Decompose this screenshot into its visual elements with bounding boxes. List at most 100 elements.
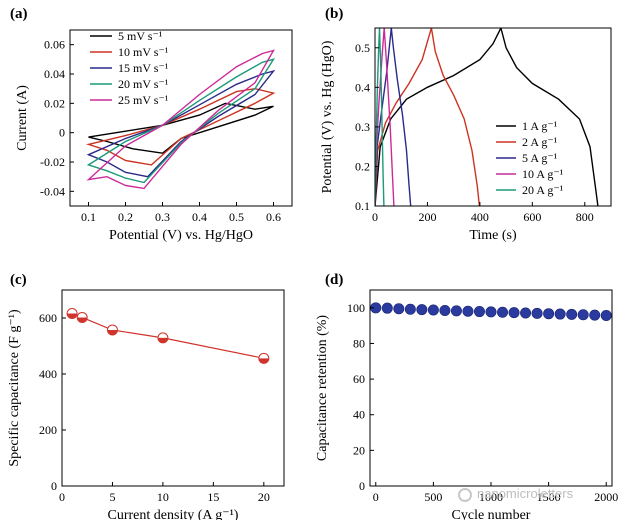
marker-fill <box>107 330 118 336</box>
x-tick-label: 10 <box>157 490 169 504</box>
x-tick-label: 0 <box>59 490 65 504</box>
plot-frame <box>69 29 293 207</box>
y-tick-label: 0.2 <box>355 159 370 173</box>
data-point <box>600 309 612 321</box>
plot-frame <box>369 289 613 487</box>
data-point <box>520 307 532 319</box>
y-tick-label: 0 <box>51 479 57 493</box>
x-tick-label: 20 <box>258 490 270 504</box>
data-point <box>473 306 485 318</box>
panel-tag: (b) <box>325 6 343 22</box>
panel-tag: (d) <box>325 272 343 288</box>
series-line <box>375 28 481 206</box>
y-tick-label: 0 <box>359 479 365 493</box>
data-point <box>393 303 405 315</box>
x-tick-label: 0.3 <box>155 210 170 224</box>
x-tick-label: 1000 <box>479 490 503 504</box>
data-point <box>497 306 509 318</box>
x-tick-label: 600 <box>523 210 541 224</box>
marker-fill <box>77 317 88 323</box>
data-point <box>66 308 78 320</box>
series-line <box>375 28 412 206</box>
y-axis-label: Capacitance retention (%) <box>315 315 330 461</box>
y-tick-label: 0.3 <box>355 120 370 134</box>
plot-area <box>370 302 612 321</box>
x-tick-label: 800 <box>576 210 594 224</box>
x-tick-label: 0.6 <box>266 210 281 224</box>
marker-fill <box>67 313 78 319</box>
data-point <box>577 309 589 321</box>
data-point <box>554 308 566 320</box>
x-axis-label: Potential (V) vs. Hg/HgO <box>109 228 253 243</box>
y-axis-label: Potential (V) vs. Hg (HgO) <box>320 40 335 193</box>
x-tick-label: 400 <box>471 210 489 224</box>
data-point <box>106 324 118 336</box>
legend: 5 mV s⁻¹ 10 mV s⁻¹ 15 mV s⁻¹ 20 mV s⁻¹ 25 mV… <box>90 29 169 107</box>
data-point <box>381 302 393 314</box>
x-tick-label: 200 <box>418 210 436 224</box>
plot-area <box>375 28 599 206</box>
plot-frame <box>374 27 612 207</box>
y-tick-label: 0.1 <box>355 199 370 213</box>
series-line <box>375 28 395 206</box>
y-axis-label: Specific capacitance (F g⁻¹) <box>7 309 22 467</box>
legend-label: 2 A g⁻¹ <box>522 135 558 149</box>
data-point <box>531 307 543 319</box>
y-tick-label: 600 <box>39 311 57 325</box>
y-tick-label: 0.02 <box>44 96 65 110</box>
legend-label: 5 A g⁻¹ <box>522 151 558 165</box>
data-point <box>450 305 462 317</box>
data-point <box>416 304 428 316</box>
y-tick-label: 0.06 <box>44 38 65 52</box>
legend-label: 15 mV s⁻¹ <box>118 61 169 75</box>
data-point <box>543 308 555 320</box>
legend-label: 10 mV s⁻¹ <box>118 45 169 59</box>
y-tick-label: 200 <box>39 423 57 437</box>
y-axis-label: Current (A) <box>15 85 30 151</box>
x-axis-label: Time (s) <box>469 228 517 243</box>
series-line <box>86 49 275 190</box>
x-tick-label: 0.1 <box>81 210 96 224</box>
x-tick-label: 500 <box>424 490 442 504</box>
x-tick-label: 5 <box>109 490 115 504</box>
data-point <box>462 305 474 317</box>
x-tick-label: 0 <box>372 210 378 224</box>
y-tick-label: 60 <box>353 372 365 386</box>
legend: 1 A g⁻¹ 2 A g⁻¹ 5 A g⁻¹ 10 A g⁻¹ 20 A g⁻¹ <box>496 119 564 197</box>
chart-panel-a: (a) 0.1 0.2 0.3 0.4 0.5 0.6 -0.04 -0.02 0 0.02 0.04… <box>10 6 293 243</box>
marker-fill <box>157 337 168 343</box>
x-tick-label: 1500 <box>537 490 561 504</box>
series-line <box>86 58 276 184</box>
series-line <box>88 102 274 154</box>
y-tick-label: 80 <box>353 336 365 350</box>
data-point <box>404 303 416 315</box>
data-point <box>589 309 601 321</box>
x-axis-label: Cycle number <box>452 508 531 520</box>
legend-label: 5 mV s⁻¹ <box>118 29 163 43</box>
data-point <box>566 308 578 320</box>
x-tick-label: 0.4 <box>192 210 207 224</box>
plot-frame <box>61 289 285 487</box>
y-tick-label: 0.5 <box>355 41 370 55</box>
legend-label: 25 mV s⁻¹ <box>118 93 169 107</box>
chart-panel-b: (b) 0 200 400 600 800 0.1 0.2 0.3 0.4 0.5 Time (s) P… <box>320 6 612 243</box>
y-tick-label: -0.04 <box>40 184 65 198</box>
watermark: nanomicroletters <box>458 486 573 502</box>
y-tick-label: 40 <box>353 408 365 422</box>
x-tick-label: 0.2 <box>118 210 133 224</box>
x-tick-label: 2000 <box>594 490 618 504</box>
x-axis-label: Current density (A g⁻¹) <box>108 508 239 520</box>
y-tick-label: 0.04 <box>44 67 65 81</box>
panel-tag: (a) <box>10 6 28 22</box>
y-tick-label: 400 <box>39 367 57 381</box>
plot-area <box>85 49 276 190</box>
y-tick-label: 0 <box>59 126 65 140</box>
wechat-icon <box>458 487 472 502</box>
data-point <box>508 307 520 319</box>
series-line <box>86 69 276 178</box>
data-point <box>76 311 88 323</box>
data-point <box>157 332 169 344</box>
legend-label: 1 A g⁻¹ <box>522 119 558 133</box>
